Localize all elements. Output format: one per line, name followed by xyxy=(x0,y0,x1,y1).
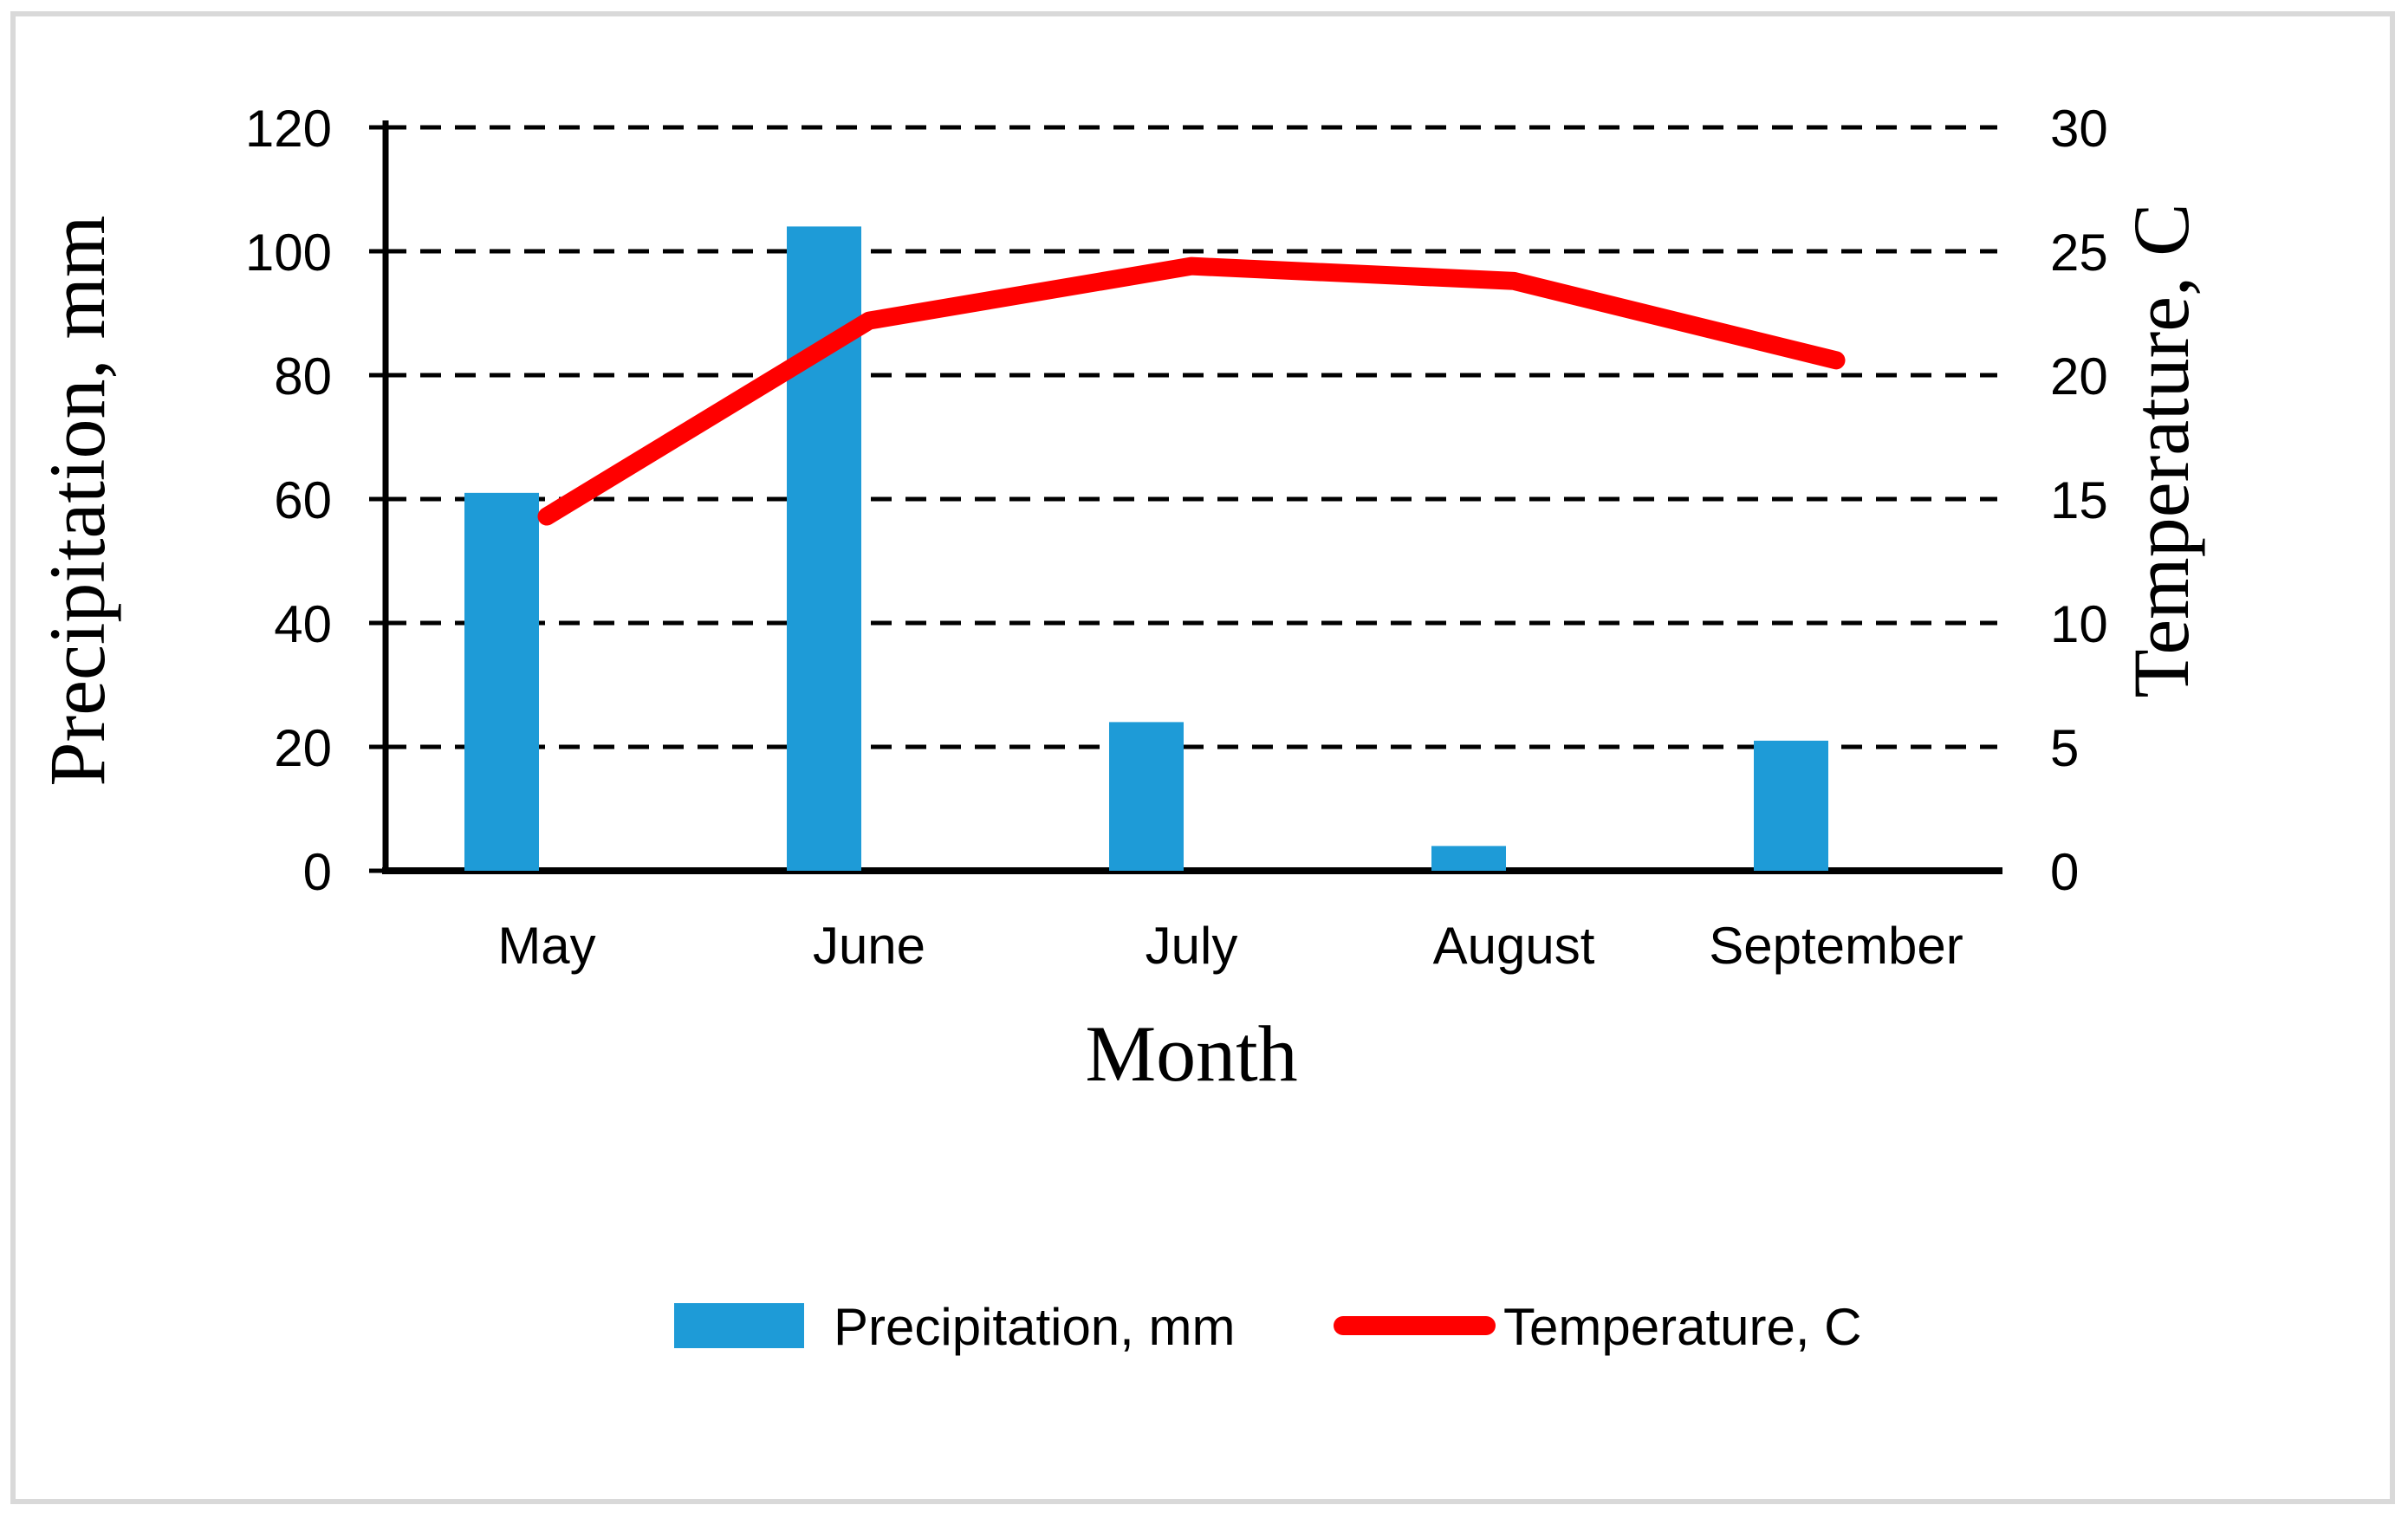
month-label-july: July xyxy=(1146,917,1238,975)
right-axis-title: Temperature, C xyxy=(2117,204,2205,698)
left-tick-label: 60 xyxy=(274,471,332,529)
month-label-may: May xyxy=(497,917,595,975)
precipitation-bar-july xyxy=(1109,722,1184,871)
month-label-august: August xyxy=(1433,917,1595,975)
right-tick-label: 10 xyxy=(2050,595,2108,653)
legend-label-temperature: Temperature, C xyxy=(1503,1298,1862,1356)
right-tick-label: 20 xyxy=(2050,347,2108,405)
left-tick-label: 80 xyxy=(274,347,332,405)
right-tick-label: 0 xyxy=(2050,843,2079,901)
month-label-september: September xyxy=(1709,917,1963,975)
left-tick-label: 0 xyxy=(303,843,332,901)
left-axis-title: Precipitation, mm xyxy=(33,215,121,786)
precipitation-bar-september xyxy=(1754,740,1828,871)
legend-label-precipitation: Precipitation, mm xyxy=(834,1298,1235,1356)
month-label-june: June xyxy=(813,917,925,975)
x-axis-title: Month xyxy=(1085,1009,1297,1098)
right-tick-label: 5 xyxy=(2050,719,2079,777)
right-tick-label: 15 xyxy=(2050,471,2108,529)
legend-swatch-precipitation xyxy=(674,1303,804,1348)
left-tick-label: 20 xyxy=(274,719,332,777)
left-tick-label: 40 xyxy=(274,595,332,653)
precipitation-bar-august xyxy=(1431,846,1506,871)
left-tick-label: 100 xyxy=(245,224,332,282)
right-tick-label: 30 xyxy=(2050,100,2108,158)
temperature-line xyxy=(537,256,1846,526)
figure-border xyxy=(10,11,2395,1504)
right-tick-label: 25 xyxy=(2050,224,2108,282)
left-tick-label: 120 xyxy=(245,100,332,158)
precipitation-bar-may xyxy=(464,492,539,871)
